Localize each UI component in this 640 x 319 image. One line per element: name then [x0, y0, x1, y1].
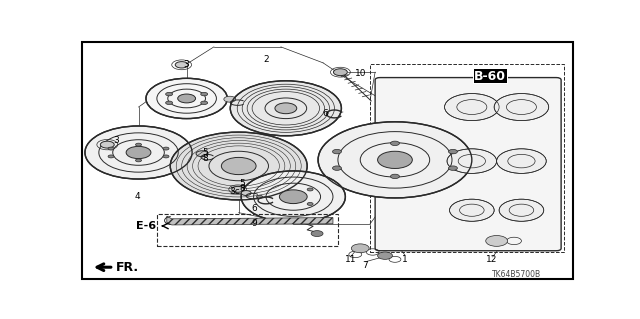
Text: 7: 7 [362, 261, 368, 270]
Circle shape [201, 101, 207, 105]
Circle shape [163, 155, 169, 158]
Circle shape [449, 199, 494, 221]
Text: 2: 2 [263, 55, 269, 64]
Circle shape [221, 157, 256, 174]
Text: 8: 8 [239, 184, 245, 193]
Circle shape [390, 141, 399, 145]
Circle shape [280, 190, 307, 204]
Text: 3c: 3c [229, 187, 240, 196]
Bar [157, 214, 338, 246]
Circle shape [307, 203, 313, 205]
Circle shape [136, 143, 141, 146]
Circle shape [257, 195, 262, 198]
Circle shape [494, 93, 548, 121]
FancyBboxPatch shape [375, 78, 561, 251]
Circle shape [232, 186, 244, 192]
Circle shape [333, 149, 341, 154]
Circle shape [126, 146, 151, 159]
Text: 3: 3 [184, 60, 189, 69]
Circle shape [166, 101, 173, 105]
Text: 9: 9 [252, 219, 257, 228]
Circle shape [201, 93, 207, 96]
Circle shape [378, 252, 392, 259]
Circle shape [390, 174, 399, 179]
Circle shape [175, 62, 188, 68]
Text: B-60: B-60 [474, 70, 506, 83]
Circle shape [333, 69, 348, 76]
Bar [370, 64, 564, 252]
Circle shape [136, 159, 141, 162]
Text: B-60: B-60 [474, 70, 506, 83]
Text: 6: 6 [252, 204, 257, 213]
Circle shape [486, 235, 508, 246]
Text: 11: 11 [344, 255, 356, 264]
Circle shape [170, 132, 307, 200]
Circle shape [108, 147, 114, 150]
Text: 10: 10 [355, 70, 366, 78]
Circle shape [333, 166, 341, 170]
Circle shape [224, 96, 236, 102]
Text: FR.: FR. [116, 261, 139, 274]
Circle shape [311, 231, 323, 236]
Circle shape [499, 199, 544, 221]
Text: B-60: B-60 [474, 70, 506, 83]
Circle shape [447, 149, 497, 174]
Circle shape [241, 190, 251, 196]
Circle shape [307, 188, 313, 191]
Circle shape [146, 78, 227, 119]
Text: TK64B5700B: TK64B5700B [492, 270, 541, 278]
Text: 1: 1 [402, 255, 408, 264]
Circle shape [445, 93, 499, 121]
Circle shape [108, 155, 114, 158]
Circle shape [318, 122, 472, 198]
Circle shape [166, 93, 173, 96]
PathPatch shape [167, 216, 333, 225]
Circle shape [275, 103, 297, 114]
Circle shape [497, 149, 547, 174]
Circle shape [230, 81, 341, 136]
Circle shape [449, 166, 458, 170]
Text: E-6: E-6 [136, 221, 156, 231]
Text: 5: 5 [239, 179, 245, 188]
Circle shape [241, 171, 346, 223]
Text: 12: 12 [486, 255, 497, 264]
Circle shape [100, 141, 114, 148]
Circle shape [196, 151, 208, 157]
Circle shape [178, 94, 196, 103]
Circle shape [351, 244, 369, 253]
Text: 8: 8 [203, 154, 209, 163]
Text: 3: 3 [113, 136, 118, 145]
Circle shape [378, 151, 412, 168]
Circle shape [449, 149, 458, 154]
Circle shape [85, 126, 192, 179]
Text: 5: 5 [203, 148, 209, 157]
Circle shape [163, 147, 169, 150]
Text: 6: 6 [323, 109, 328, 118]
Text: 4: 4 [134, 192, 140, 201]
